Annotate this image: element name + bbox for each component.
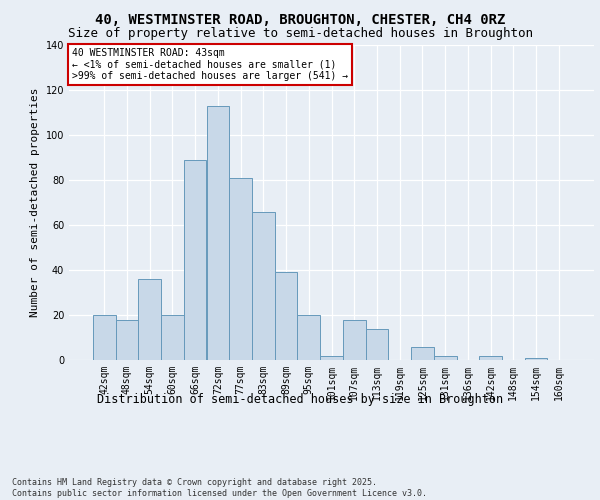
Text: 40, WESTMINSTER ROAD, BROUGHTON, CHESTER, CH4 0RZ: 40, WESTMINSTER ROAD, BROUGHTON, CHESTER…: [95, 12, 505, 26]
Bar: [139, 279, 161, 360]
Text: Size of property relative to semi-detached houses in Broughton: Size of property relative to semi-detach…: [67, 28, 533, 40]
Bar: [524, 358, 547, 360]
Bar: [252, 212, 275, 360]
Bar: [365, 328, 388, 360]
Bar: [93, 315, 116, 360]
Text: Contains HM Land Registry data © Crown copyright and database right 2025.
Contai: Contains HM Land Registry data © Crown c…: [12, 478, 427, 498]
Bar: [343, 320, 365, 360]
Bar: [411, 346, 434, 360]
Bar: [206, 106, 229, 360]
Bar: [229, 178, 252, 360]
Bar: [479, 356, 502, 360]
Bar: [184, 160, 206, 360]
Text: Distribution of semi-detached houses by size in Broughton: Distribution of semi-detached houses by …: [97, 392, 503, 406]
Bar: [434, 356, 457, 360]
Text: 40 WESTMINSTER ROAD: 43sqm
← <1% of semi-detached houses are smaller (1)
>99% of: 40 WESTMINSTER ROAD: 43sqm ← <1% of semi…: [71, 48, 348, 82]
Y-axis label: Number of semi-detached properties: Number of semi-detached properties: [30, 88, 40, 318]
Bar: [298, 315, 320, 360]
Bar: [161, 315, 184, 360]
Bar: [320, 356, 343, 360]
Bar: [116, 320, 139, 360]
Bar: [275, 272, 298, 360]
